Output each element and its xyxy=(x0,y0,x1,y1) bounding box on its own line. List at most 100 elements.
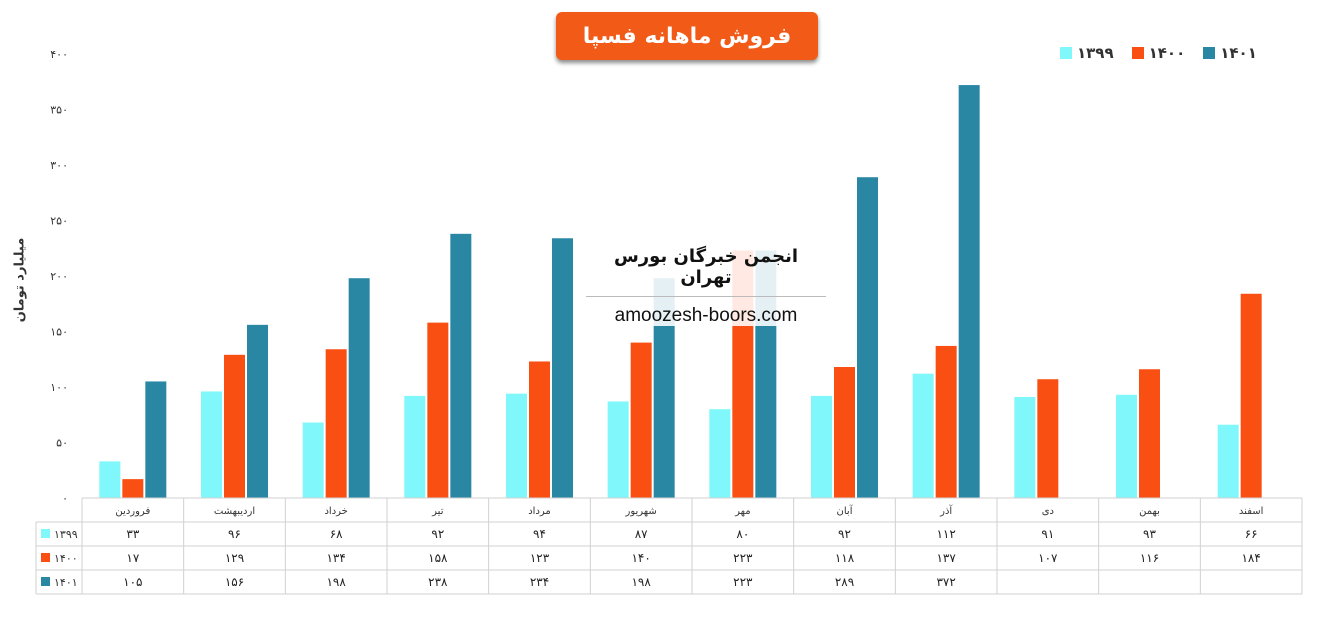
legend-item-1401: ۱۴۰۱ xyxy=(1203,44,1257,62)
data-label: ۱۱۶ xyxy=(1140,551,1159,565)
data-label: ۱۳۴ xyxy=(326,551,345,565)
bar xyxy=(857,177,878,498)
data-label: ۱۲۹ xyxy=(225,551,244,565)
bar xyxy=(935,345,957,498)
watermark: انجمن خبرگان بورس تهران amoozesh-boors.c… xyxy=(586,236,826,326)
data-label: ۱۸۴ xyxy=(1241,551,1260,565)
data-label: ۸۷ xyxy=(635,527,648,541)
y-tick-label: ۳۰۰ xyxy=(50,159,68,172)
bar xyxy=(325,349,347,498)
data-label: ۹۶ xyxy=(228,527,241,541)
legend: ۱۳۹۹ ۱۴۰۰ ۱۴۰۱ xyxy=(1060,44,1257,62)
bar xyxy=(99,461,121,498)
data-label: ۱۵۸ xyxy=(428,551,448,565)
y-tick-label: ۲۰۰ xyxy=(50,270,68,283)
bar xyxy=(404,395,426,498)
bar xyxy=(1240,293,1262,498)
legend-swatch-1399 xyxy=(1060,47,1072,59)
category-label: اسفند xyxy=(1239,506,1263,517)
data-label: ۹۴ xyxy=(533,527,546,541)
bar xyxy=(811,395,832,498)
bar xyxy=(834,367,855,498)
bar xyxy=(529,361,550,498)
bar xyxy=(958,85,980,498)
data-label: ۱۳۷ xyxy=(936,551,956,565)
data-label: ۹۲ xyxy=(838,527,851,541)
legend-label-1401: ۱۴۰۱ xyxy=(1220,44,1257,62)
data-label: ۱۰۵ xyxy=(123,575,142,589)
watermark-url: amoozesh-boors.com xyxy=(614,305,798,326)
bar xyxy=(1116,394,1137,498)
category-label: دی xyxy=(1042,506,1054,517)
bar xyxy=(450,233,472,498)
y-tick-label: ۳۵۰ xyxy=(50,104,68,117)
bar xyxy=(1217,424,1239,498)
chart-title: فروش ماهانه فسپا xyxy=(556,12,818,60)
data-label: ۱۱۸ xyxy=(835,551,855,565)
category-label: اردیبهشت xyxy=(214,506,255,517)
category-label: مرداد xyxy=(528,506,551,517)
bar xyxy=(122,479,144,498)
data-label: ۹۳ xyxy=(1143,527,1156,541)
data-label: ۳۷۲ xyxy=(936,575,955,589)
table-legend-swatch xyxy=(41,577,50,586)
data-label: ۸۰ xyxy=(736,527,749,541)
data-label: ۱۴۰ xyxy=(631,551,650,565)
category-label: بهمن xyxy=(1139,506,1160,517)
table-series-name: ۱۴۰۱ xyxy=(54,576,78,589)
bar xyxy=(709,409,731,498)
y-tick-label: ۵۰ xyxy=(56,437,68,450)
data-label: ۱۷ xyxy=(126,551,139,565)
table-series-name: ۱۴۰۰ xyxy=(54,552,78,565)
data-label: ۱۱۲ xyxy=(936,527,955,541)
legend-swatch-1400 xyxy=(1131,47,1144,59)
y-axis-label: میلیارد تومان xyxy=(12,237,28,323)
data-label: ۱۵۶ xyxy=(225,575,244,589)
category-label: شهریور xyxy=(625,506,657,517)
watermark-divider xyxy=(586,296,826,297)
y-tick-label: ۱۰۰ xyxy=(50,381,68,394)
legend-item-1399: ۱۳۹۹ xyxy=(1060,44,1114,62)
y-tick-label: ۱۵۰ xyxy=(50,326,68,339)
data-label: ۱۹۸ xyxy=(326,575,346,589)
data-label: ۱۲۳ xyxy=(530,551,550,565)
bar xyxy=(552,238,573,498)
category-label: آذر xyxy=(939,504,953,517)
data-label: ۶۸ xyxy=(330,527,343,541)
data-label: ۱۰۷ xyxy=(1038,551,1058,565)
y-tick-label: ۰ xyxy=(62,492,68,505)
y-tick-label: ۲۵۰ xyxy=(50,215,68,228)
bar xyxy=(348,278,370,498)
bar xyxy=(607,401,629,498)
bar xyxy=(630,342,652,498)
bar xyxy=(506,393,527,498)
bar xyxy=(1037,379,1059,498)
legend-swatch-1401 xyxy=(1203,47,1216,59)
category-label: مهر xyxy=(734,506,750,517)
data-label: ۲۲۳ xyxy=(733,551,753,565)
category-label: خرداد xyxy=(324,506,347,517)
legend-label-1399: ۱۳۹۹ xyxy=(1077,44,1114,62)
bar xyxy=(912,373,934,498)
data-label: ۲۳۸ xyxy=(428,575,448,589)
watermark-title: انجمن خبرگان بورس تهران xyxy=(613,246,799,288)
data-label: ۹۲ xyxy=(431,527,444,541)
bar xyxy=(427,322,449,498)
bar xyxy=(224,354,245,498)
table-legend-swatch xyxy=(41,529,50,538)
category-label: آبان xyxy=(837,504,854,517)
data-label: ۶۶ xyxy=(1245,527,1258,541)
bar xyxy=(247,324,268,498)
data-label: ۹۱ xyxy=(1041,527,1054,541)
bar xyxy=(201,391,222,498)
bar xyxy=(302,422,324,498)
bar xyxy=(145,381,167,498)
legend-item-1400: ۱۴۰۰ xyxy=(1131,44,1186,62)
table-legend-swatch xyxy=(41,553,50,562)
bar xyxy=(1014,396,1036,498)
data-label: ۲۸۹ xyxy=(835,575,854,589)
y-tick-label: ۴۰۰ xyxy=(50,48,68,61)
legend-label-1400: ۱۴۰۰ xyxy=(1148,44,1186,62)
bar xyxy=(653,278,675,498)
